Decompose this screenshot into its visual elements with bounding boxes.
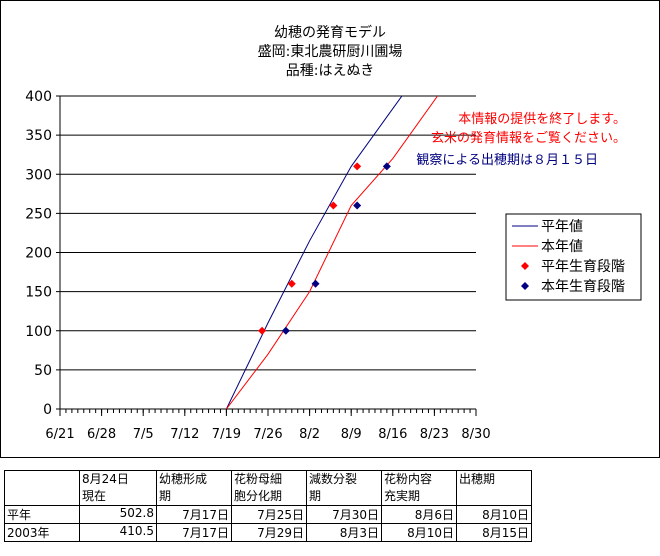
- table-header-cell: 出穂期: [456, 470, 532, 506]
- x-tick-label: 8/2: [299, 427, 320, 442]
- y-tick-label: 200: [25, 246, 52, 262]
- table-header-cell: 幼穂形成期: [156, 470, 232, 506]
- table-cell: 8月10日: [381, 523, 457, 542]
- x-tick-label: 7/5: [133, 427, 154, 442]
- table-header-cell: 花粉母細 胞分化期: [231, 470, 307, 506]
- legend-label: 平年生育段階: [541, 259, 625, 275]
- row-label: 平年: [4, 505, 80, 524]
- series-line: [226, 96, 439, 409]
- data-point: [281, 326, 290, 335]
- legend-marker-swatch: [521, 282, 529, 290]
- table-cell: 7月30日: [306, 505, 382, 524]
- data-point: [329, 201, 338, 210]
- stage-table: 8月24日 現在 幼穂形成期花粉母細 胞分化期 減数分裂期花粉内容 充実期 出穂期 平年 502…: [4, 470, 532, 542]
- table-header-cell: [4, 470, 80, 506]
- y-tick-label: 50: [34, 363, 52, 379]
- x-tick-label: 6/28: [87, 427, 116, 442]
- data-point: [258, 326, 267, 335]
- table-row: 平年 502.8 7月17日 7月25日 7月30日 8月6日 8月10日: [4, 505, 532, 524]
- y-tick-label: 250: [25, 206, 52, 222]
- y-tick-label: 0: [43, 402, 52, 418]
- x-tick-label: 7/12: [170, 427, 199, 442]
- table-cell: 8月15日: [456, 523, 532, 542]
- legend-label: 平年値: [541, 219, 583, 235]
- table-cell: 7月29日: [231, 523, 307, 542]
- title-line: 幼穂の発育モデル: [274, 24, 386, 41]
- table-row: 2003年 410.5 7月17日 7月29日 8月3日 8月10日 8月15日: [4, 523, 532, 542]
- table-cell: 8月3日: [306, 523, 382, 542]
- data-point: [353, 201, 362, 210]
- x-tick-label: 8/16: [378, 427, 407, 442]
- table-header-row: 8月24日 現在 幼穂形成期花粉母細 胞分化期 減数分裂期花粉内容 充実期 出穂期: [4, 470, 532, 506]
- series-line: [225, 96, 403, 409]
- series-group: [225, 96, 439, 409]
- chart-frame: 幼穂の発育モデル盛岡:東北農研厨川圃場 品種:はえぬき 0 50 100 150 200 2…: [0, 0, 660, 458]
- table-cell: 410.5: [79, 523, 157, 542]
- table-cell: 7月17日: [156, 523, 232, 542]
- x-tick-label: 8/30: [461, 427, 490, 442]
- x-tick-label: 7/26: [253, 427, 282, 442]
- title-line: 盛岡:東北農研厨川圃場: [258, 44, 403, 60]
- row-label: 2003年: [4, 523, 80, 542]
- x-tick-label: 8/23: [420, 427, 449, 442]
- legend-label: 本年値: [541, 239, 583, 255]
- notice-text: 本情報の提供を終了します。: [458, 111, 626, 127]
- table-header-cell: 花粉内容 充実期: [381, 470, 457, 506]
- y-tick-label: 350: [25, 128, 52, 144]
- legend-marker-swatch: [521, 262, 529, 270]
- x-tick-label: 8/9: [341, 427, 362, 442]
- table-cell: 7月25日: [231, 505, 307, 524]
- y-tick-label: 300: [25, 167, 52, 183]
- table-header-cell: 減数分裂期: [306, 470, 382, 506]
- y-tick-label: 100: [25, 324, 52, 340]
- heading-date-note: 観察による出穂期は８月１５日: [416, 153, 598, 168]
- x-tick-label: 6/21: [45, 427, 74, 442]
- table-cell: 8月10日: [456, 505, 532, 524]
- axes: 0 50 100 150 200 250 300 350 400 6/21 6/28 7/5 7/12 7…: [25, 89, 490, 442]
- y-tick-label: 150: [25, 285, 52, 301]
- data-point: [311, 279, 320, 288]
- notice-text: 玄米の発育情報をご覧ください。: [431, 130, 626, 146]
- table-cell: 502.8: [79, 505, 157, 524]
- title-line: 品種:はえぬき: [286, 63, 374, 79]
- legend-label: 本年生育段階: [541, 279, 625, 295]
- table-header-cell: 8月24日 現在: [79, 470, 157, 506]
- notice-annotation: 本情報の提供を終了します。玄米の発育情報をご覧ください。観察による出穂期は８月１…: [416, 111, 626, 168]
- table-cell: 8月6日: [381, 505, 457, 524]
- data-point: [287, 279, 296, 288]
- y-tick-label: 400: [25, 89, 52, 105]
- data-point: [382, 162, 391, 171]
- grid-lines: [60, 95, 476, 371]
- data-point: [353, 162, 362, 171]
- table-cell: 7月17日: [156, 505, 232, 524]
- x-tick-label: 7/19: [212, 427, 241, 442]
